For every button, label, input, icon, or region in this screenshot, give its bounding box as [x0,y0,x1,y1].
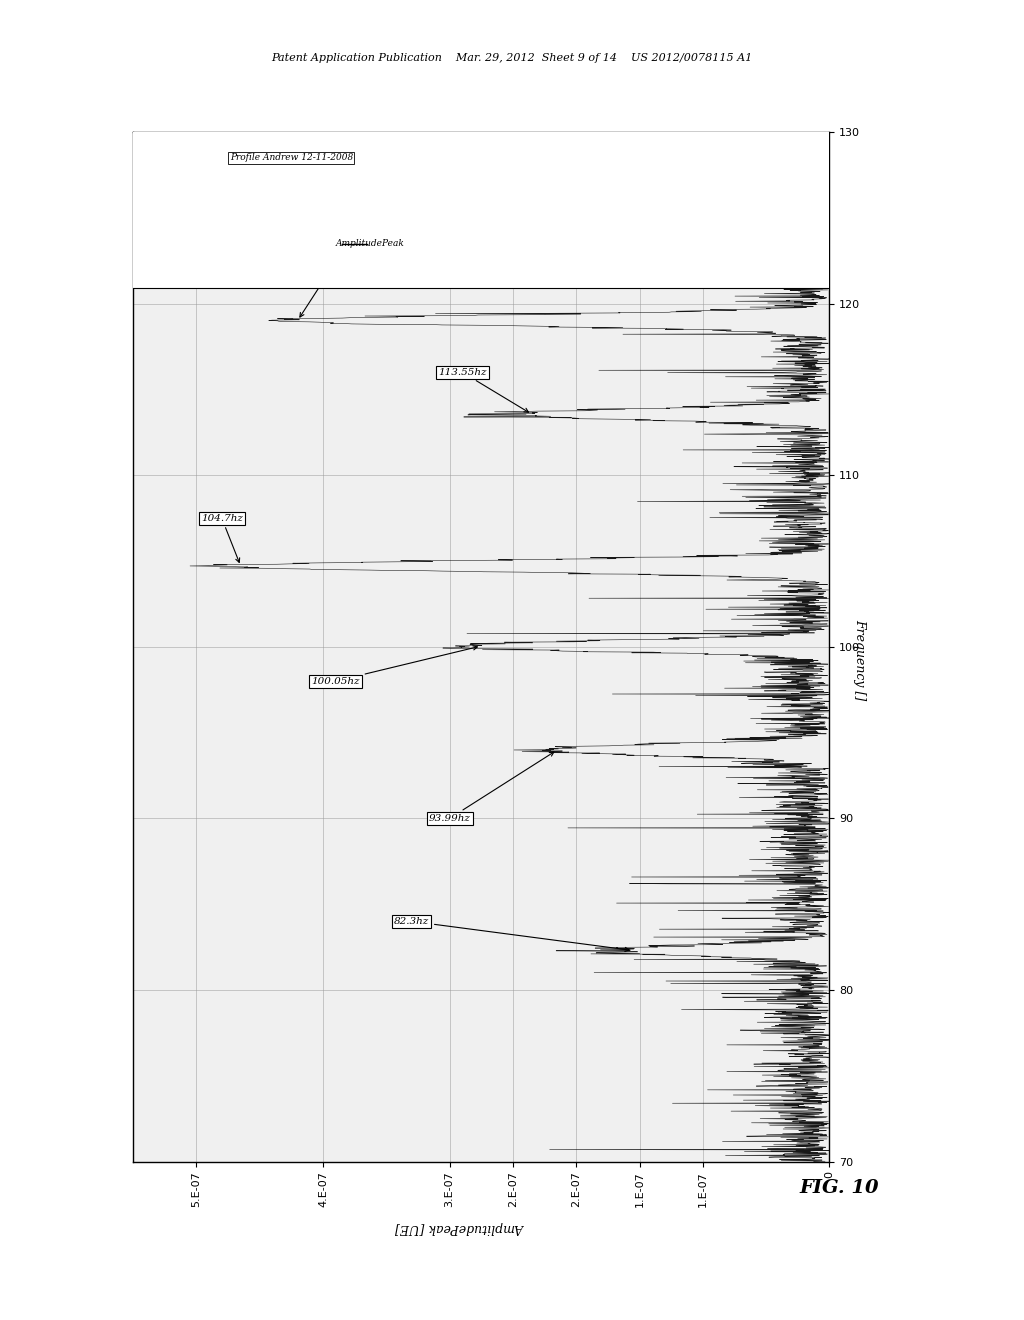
Text: Profile Andrew 12-11-2008: Profile Andrew 12-11-2008 [229,153,353,162]
Text: 104.7hz: 104.7hz [201,513,243,562]
Text: 100.05hz: 100.05hz [311,645,477,685]
Text: 93.99hz: 93.99hz [429,752,554,822]
Text: FIG. 10: FIG. 10 [800,1179,880,1197]
Text: AmplitudePeak: AmplitudePeak [336,239,404,248]
Text: Frequency []: Frequency [] [854,619,866,701]
Text: AmplitudePeak [UE]: AmplitudePeak [UE] [396,1221,525,1234]
Text: 113.55hz: 113.55hz [438,368,528,412]
Text: Patent Application Publication    Mar. 29, 2012  Sheet 9 of 14    US 2012/007811: Patent Application Publication Mar. 29, … [271,53,753,63]
FancyBboxPatch shape [0,131,1024,288]
Text: 82.3hz: 82.3hz [394,917,629,952]
Text: 119.02hz: 119.02hz [300,180,411,317]
